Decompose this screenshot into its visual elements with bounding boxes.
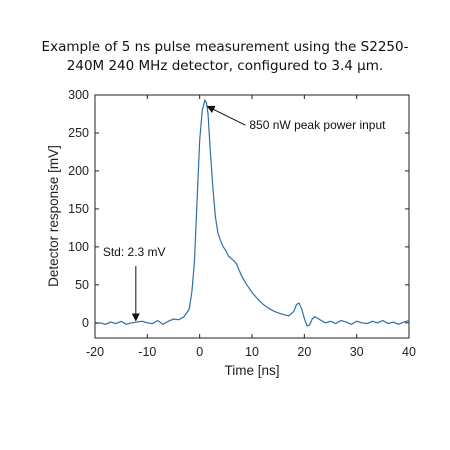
x-tick-label: 40 xyxy=(402,345,416,359)
x-tick-label: 20 xyxy=(297,345,311,359)
axis-ticks xyxy=(94,94,410,338)
y-tick-label: 300 xyxy=(68,88,89,102)
chart-title-line-2: 240M 240 MHz detector, configured to 3.4… xyxy=(66,58,384,74)
chart-title: Example of 5 ns pulse measurement using … xyxy=(0,38,450,76)
x-tick-label: -20 xyxy=(86,345,104,359)
x-axis-label: Time [ns] xyxy=(224,363,279,378)
chart-title-line-1: Example of 5 ns pulse measurement using … xyxy=(41,39,409,55)
y-tick-label: 100 xyxy=(68,240,89,254)
y-tick-label: 150 xyxy=(68,202,89,216)
axis-tick-labels: -20 -10 0 10 20 30 40 0 50 100 150 200 250 300 xyxy=(68,88,416,359)
x-tick-label: 30 xyxy=(350,345,364,359)
annotation-text: 850 nW peak power input xyxy=(249,118,386,132)
annotations: 850 nW peak power input Std: 2.3 mV xyxy=(103,105,386,322)
y-tick-label: 0 xyxy=(82,316,89,330)
y-tick-label: 200 xyxy=(68,164,89,178)
annotation-arrow xyxy=(206,105,246,126)
x-tick-label: 0 xyxy=(196,345,203,359)
series-line xyxy=(94,98,410,327)
y-axis-label: Detector response [mV] xyxy=(46,145,61,287)
annotation-text: Std: 2.3 mV xyxy=(103,245,166,259)
x-tick-label: -10 xyxy=(138,345,156,359)
x-tick-label: 10 xyxy=(245,345,259,359)
y-tick-label: 50 xyxy=(75,278,89,292)
y-tick-label: 250 xyxy=(68,126,89,140)
